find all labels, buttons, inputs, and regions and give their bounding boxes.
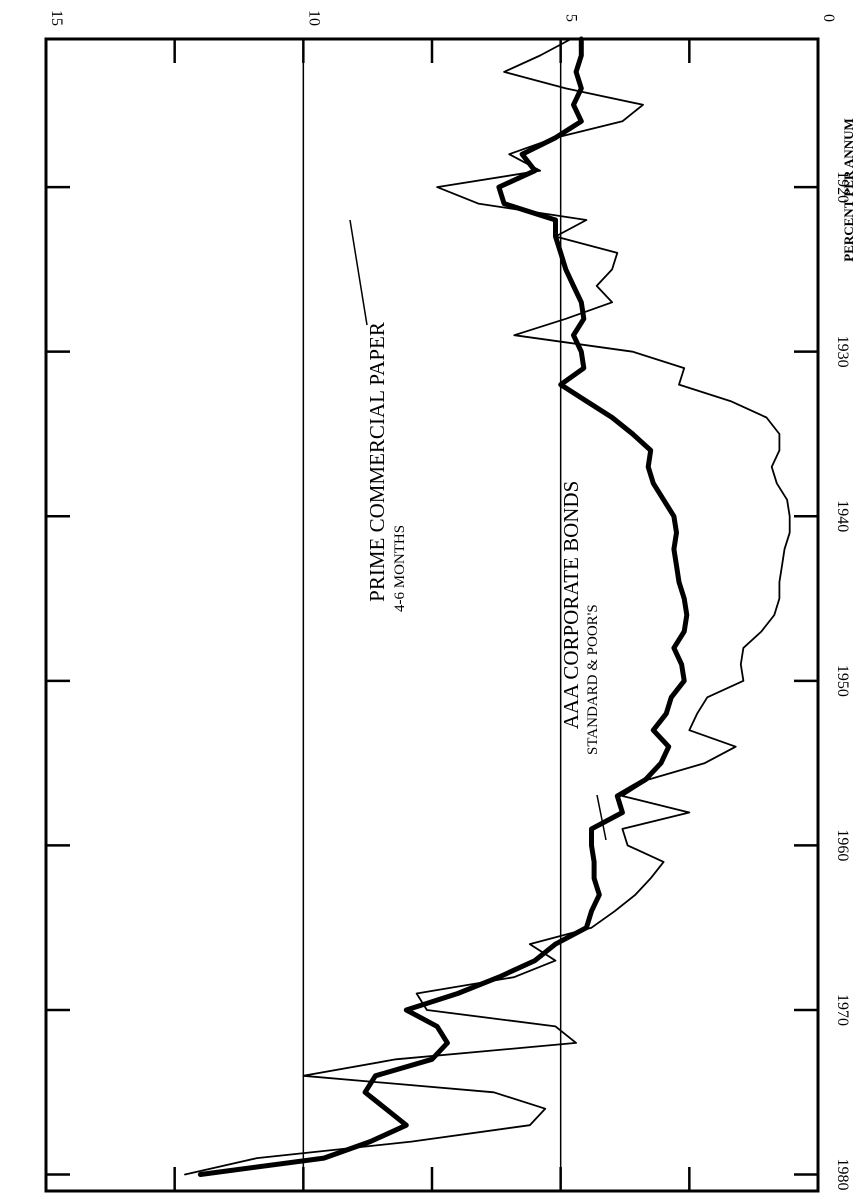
axis-tick-labels: 0 5 10 15 1920 1930 1940 1950 1960 1970 1980 — [48, 10, 851, 1191]
pct-tick-label-15: 15 — [48, 10, 65, 26]
year-tick-label-1960: 1960 — [834, 829, 851, 861]
annotation-sublabel-prime-commercial-paper: 4-6 MONTHS — [392, 525, 408, 612]
y-axis-title-text: PERCENT PER ANNUM — [841, 118, 856, 262]
year-tick-label-1950: 1950 — [834, 665, 851, 697]
year-tick-label-1920: 1920 — [834, 171, 851, 203]
series-line-aaa_corporate_bonds — [197, 36, 690, 1177]
annotation-label-aaa-corporate-bonds: AAA CORPORATE BONDS — [559, 481, 583, 730]
y-axis-title: PERCENT PER ANNUM — [841, 118, 856, 262]
annotation-label-prime-commercial-paper: PRIME COMMERCIAL PAPER — [365, 322, 389, 602]
year-tick-label-1940: 1940 — [834, 500, 851, 532]
year-tick-label-1970: 1970 — [834, 994, 851, 1026]
annotation-leader-prime-commercial-paper — [349, 219, 368, 326]
annotation-prime-commercial-paper: PRIME COMMERCIAL PAPER 4-6 MONTHS — [349, 219, 408, 612]
pct-tick-label-0: 0 — [820, 14, 837, 22]
annotation-leader-aaa-corporate-bonds — [596, 794, 607, 841]
plot-frame — [44, 37, 820, 1193]
year-tick-label-1980: 1980 — [834, 1159, 851, 1191]
pct-tick-label-10: 10 — [305, 10, 322, 26]
annotation-aaa-corporate-bonds: AAA CORPORATE BONDS STANDARD & POOR'S — [559, 481, 607, 841]
grid-lines — [302, 39, 562, 1191]
pct-tick-label-5: 5 — [563, 14, 580, 22]
series-lines — [184, 36, 791, 1177]
series-line-prime_commercial_paper — [184, 38, 791, 1176]
annotation-sublabel-aaa-corporate-bonds: STANDARD & POOR'S — [585, 604, 601, 755]
axis-ticks — [44, 39, 820, 1191]
year-tick-label-1930: 1930 — [834, 336, 851, 368]
annotations: PRIME COMMERCIAL PAPER 4-6 MONTHS AAA CORP… — [349, 219, 607, 841]
